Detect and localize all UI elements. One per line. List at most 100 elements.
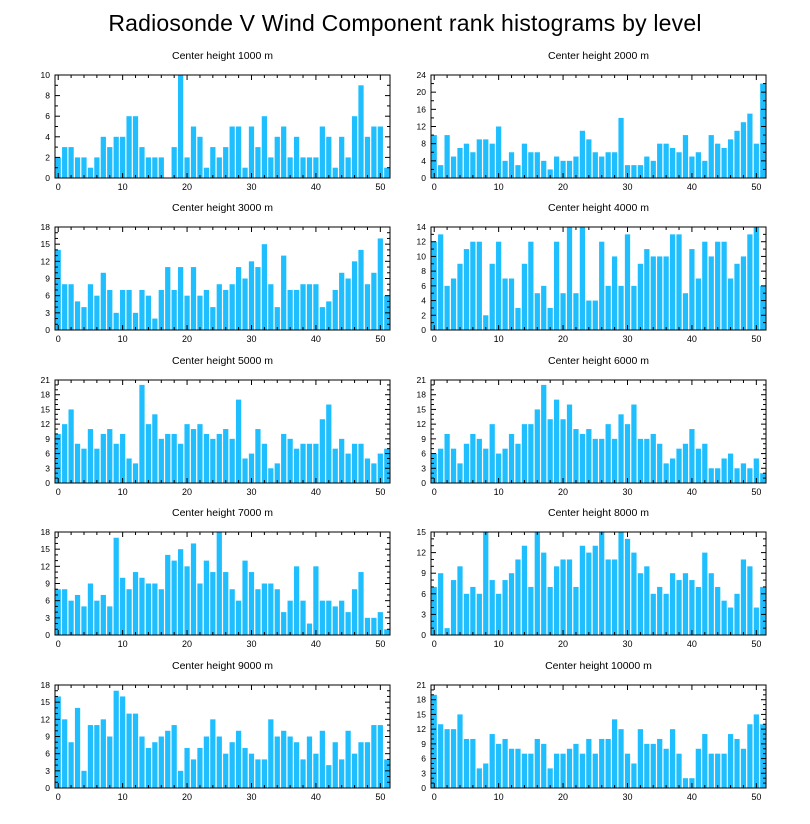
- histogram-bar: [132, 463, 139, 483]
- histogram-bar: [444, 433, 450, 483]
- histogram-bar: [489, 143, 495, 178]
- y-tick-label: 10: [41, 70, 51, 80]
- histogram-panel: Center height 2000 m 0 10 20 30 40 50 0 4 8 12 16 20…: [417, 50, 767, 192]
- x-tick-label: 10: [118, 182, 128, 192]
- histogram-bar: [599, 438, 605, 483]
- y-tick-label: 6: [421, 589, 426, 599]
- x-tick-label: 30: [622, 487, 632, 497]
- histogram-bar: [107, 736, 113, 788]
- histogram-bar: [197, 583, 203, 635]
- histogram-bar: [281, 433, 287, 483]
- histogram-bar: [332, 742, 338, 788]
- histogram-bar: [190, 429, 197, 483]
- histogram-bar: [457, 566, 463, 635]
- y-tick-label: 24: [417, 70, 427, 80]
- y-tick-label: 3: [45, 766, 50, 776]
- histogram-bar: [760, 473, 766, 483]
- histogram-bar: [55, 696, 61, 788]
- histogram-bar: [689, 156, 695, 178]
- histogram-bar: [592, 300, 598, 330]
- histogram-bar: [197, 295, 203, 330]
- histogram-bar: [235, 399, 242, 483]
- histogram-bar: [599, 156, 605, 178]
- histogram-bar: [669, 573, 676, 635]
- histogram-bar: [605, 424, 611, 483]
- y-tick-label: 3: [421, 609, 426, 619]
- y-tick-label: 0: [421, 478, 426, 488]
- histogram-bar: [120, 577, 126, 635]
- y-tick-label: 12: [41, 419, 51, 429]
- x-tick-label: 20: [558, 487, 568, 497]
- histogram-bar: [300, 600, 306, 635]
- histogram-bar: [747, 113, 753, 178]
- x-tick-label: 10: [494, 639, 504, 649]
- histogram-bar: [534, 532, 540, 635]
- histogram-bar: [534, 152, 540, 178]
- histogram-bar: [444, 628, 450, 635]
- histogram-bar: [223, 289, 229, 330]
- histogram-bar: [100, 136, 106, 178]
- histogram-bar: [515, 165, 521, 178]
- histogram-bar: [242, 167, 248, 178]
- histogram-bar: [650, 256, 656, 330]
- histogram-bar: [528, 152, 534, 178]
- histogram-bar: [463, 143, 470, 178]
- histogram-panel: Center height 6000 m 0 10 20 30 40 50 0 3 6 9 12 15 1…: [417, 355, 767, 497]
- histogram-bar: [534, 738, 540, 788]
- histogram-bar: [760, 586, 766, 635]
- histogram-bar: [171, 289, 177, 330]
- histogram-bar: [358, 572, 364, 635]
- x-tick-label: 0: [432, 182, 437, 192]
- histogram-bar: [682, 443, 689, 483]
- y-tick-label: 12: [417, 419, 427, 429]
- histogram-bar: [631, 552, 637, 635]
- y-tick-label: 12: [41, 256, 51, 266]
- histogram-bar: [541, 743, 547, 788]
- histogram-bar: [371, 272, 377, 330]
- histogram-bar: [326, 136, 332, 178]
- y-tick-label: 18: [41, 222, 51, 232]
- x-tick-label: 40: [687, 639, 697, 649]
- histogram-bar: [319, 730, 325, 788]
- histogram-bar: [229, 742, 235, 788]
- x-tick-label: 40: [687, 792, 697, 802]
- y-tick-label: 3: [45, 308, 50, 318]
- histogram-bar: [139, 736, 145, 788]
- histogram-bar: [566, 160, 573, 178]
- histogram-bar: [339, 438, 345, 483]
- histogram-bar: [586, 738, 592, 788]
- histogram-bar: [528, 586, 534, 635]
- histogram-bar: [364, 458, 371, 483]
- histogram-bar: [463, 593, 470, 635]
- histogram-bar: [384, 448, 390, 483]
- histogram-bar: [721, 753, 727, 788]
- histogram-bar: [248, 126, 255, 178]
- histogram-bar: [753, 458, 759, 483]
- histogram-bar: [663, 256, 669, 330]
- histogram-bar: [287, 438, 293, 483]
- histogram-bar: [242, 560, 248, 635]
- histogram-bar: [727, 607, 734, 635]
- histogram-bar: [55, 157, 61, 178]
- histogram-bar: [760, 724, 766, 788]
- histogram-bar: [319, 126, 325, 178]
- histogram-bar: [62, 284, 68, 330]
- histogram-bar: [107, 147, 113, 178]
- histogram-bar: [55, 589, 61, 635]
- histogram-bar: [358, 85, 364, 178]
- y-tick-label: 9: [421, 568, 426, 578]
- histogram-bar: [229, 438, 235, 483]
- histogram-bar: [734, 130, 740, 178]
- x-tick-label: 10: [494, 334, 504, 344]
- histogram-bar: [287, 157, 293, 178]
- histogram-bar: [702, 552, 708, 635]
- histogram-bar: [747, 566, 753, 635]
- histogram-bar: [566, 227, 573, 330]
- histogram-bar: [521, 545, 528, 635]
- histogram-bar: [541, 384, 547, 483]
- histogram-bar: [203, 289, 210, 330]
- histogram-bar: [113, 136, 119, 178]
- x-tick-label: 40: [311, 487, 321, 497]
- histogram-bar: [364, 136, 371, 178]
- histogram-bar: [313, 753, 319, 788]
